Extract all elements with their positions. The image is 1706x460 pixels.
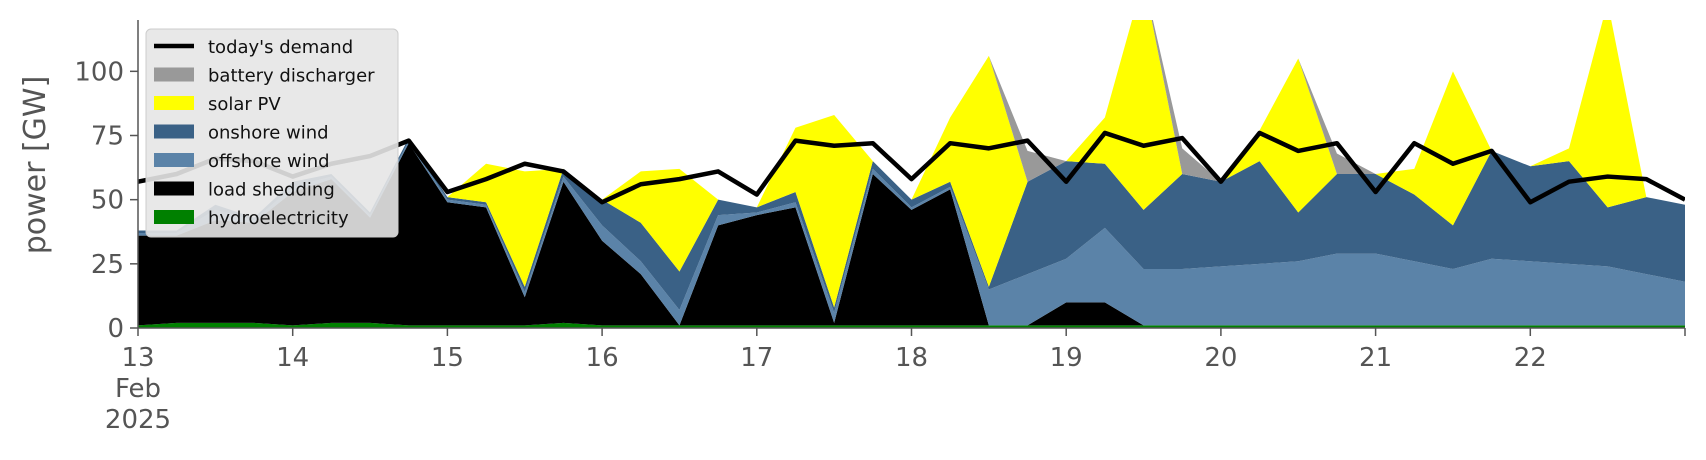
y-tick-label: 0 — [107, 314, 124, 344]
legend-label-offshore-wind: offshore wind — [208, 151, 330, 172]
legend-label-battery-discharger: battery discharger — [208, 66, 375, 87]
legend: today's demand battery discharger solar PV… — [145, 28, 399, 238]
x-tick-label: 20 — [1204, 343, 1237, 373]
legend-box — [145, 28, 399, 238]
legend-swatch-solar-pv — [154, 96, 194, 110]
legend-label-onshore-wind: onshore wind — [208, 123, 329, 144]
x-tick-label: 14 — [276, 343, 309, 373]
area-load-shedding — [138, 143, 1685, 326]
legend-label-load-shedding: load shedding — [208, 180, 335, 201]
x-tick-label: 19 — [1050, 343, 1083, 373]
y-tick-label: 75 — [91, 122, 124, 152]
area-offshore-wind — [138, 140, 1685, 326]
legend-swatch-offshore-wind — [154, 153, 194, 167]
legend-swatch-onshore-wind — [154, 124, 194, 139]
legend-swatch-hydroelectricity — [154, 210, 194, 224]
y-tick-label: 50 — [91, 186, 124, 216]
area-onshore-wind — [138, 138, 1685, 313]
x-tick-label: 21 — [1359, 343, 1392, 373]
x-tick-label: 17 — [740, 343, 773, 373]
y-tick-label: 25 — [91, 250, 124, 280]
x-tick-label: 22 — [1514, 343, 1547, 373]
x-tick-label: 16 — [586, 343, 619, 373]
legend-label-solar-pv: solar PV — [208, 94, 281, 115]
area-solar-pv — [138, 20, 1685, 308]
legend-label-hydroelectricity: hydroelectricity — [208, 208, 349, 229]
x-tick-label: 15 — [431, 343, 464, 373]
x-tick-label: 18 — [895, 343, 928, 373]
stacked-areas — [138, 20, 1685, 328]
y-tick-label: 100 — [74, 57, 124, 87]
legend-label-today-s-demand: today's demand — [208, 37, 353, 58]
legend-swatch-load-shedding — [154, 181, 194, 196]
x-tick-label: 13 Feb 2025 — [105, 343, 171, 435]
axes: 0 25 50 75 100 13 Feb 2025 14 15 16 17 18 19 20 21 22 — [74, 20, 1686, 435]
legend-swatch-battery-discharger — [154, 67, 194, 82]
area-hydroelectricity — [138, 322, 1685, 328]
y-axis-title: power [GW] — [18, 76, 53, 255]
